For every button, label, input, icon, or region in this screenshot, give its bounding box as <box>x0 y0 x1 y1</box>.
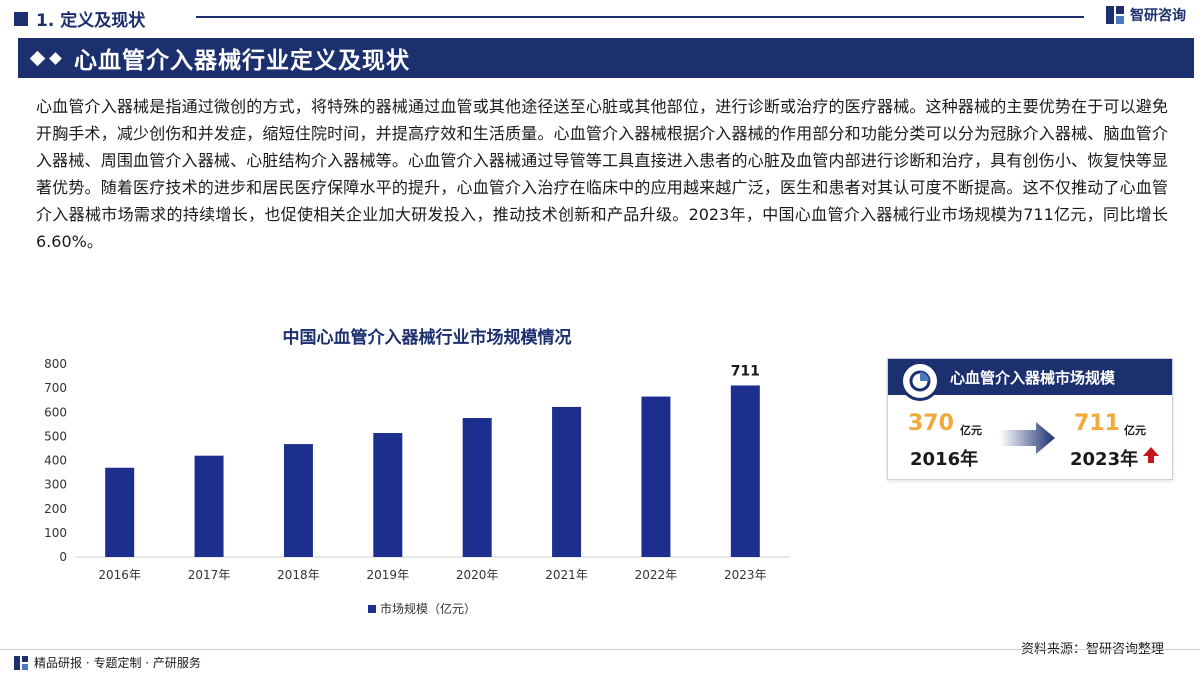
end-unit: 亿元 <box>1124 424 1146 437</box>
intro-paragraph: 心血管介入器械是指通过微创的方式，将特殊的器械通过血管或其他途径送至心脏或其他部… <box>36 97 1168 251</box>
bar-2022年 <box>641 396 671 557</box>
brand-logo-text: 智研咨询 <box>1130 8 1186 24</box>
bar-2023年 <box>730 385 760 557</box>
footer-logo-icon <box>14 655 28 670</box>
chart-title: 中国心血管介入器械行业市场规模情况 <box>282 328 572 348</box>
footer: 精品研报 · 专题定制 · 产研服务 <box>14 654 201 671</box>
legend-swatch <box>368 604 376 613</box>
start-value: 370 <box>908 411 954 436</box>
chart-pie-icon <box>900 361 940 401</box>
y-tick-label: 300 <box>44 478 67 492</box>
square-bullet-icon <box>14 11 28 26</box>
summary-card-title: 心血管介入器械市场规模 <box>950 368 1116 387</box>
y-tick-label: 400 <box>44 454 67 468</box>
end-value: 711 <box>1074 411 1120 436</box>
x-tick-label: 2020年 <box>456 568 499 582</box>
data-label: 711 <box>731 363 760 379</box>
brand-logo: 智研咨询 <box>1105 5 1186 25</box>
top-bar: 1. 定义及现状 智研咨询 <box>0 0 1200 38</box>
y-tick-label: 100 <box>44 526 67 540</box>
bar-2017年 <box>194 455 224 557</box>
title-banner: 心血管介入器械行业定义及现状 <box>18 38 1194 78</box>
bar-2019年 <box>373 432 403 557</box>
diamond-icon <box>29 50 46 66</box>
summary-card: 心血管介入器械市场规模 370 亿元 2016年 711 亿元 2023年 <box>887 358 1173 480</box>
source-note: 资料来源：智研咨询整理 <box>1020 642 1164 657</box>
bar-2021年 <box>552 406 582 557</box>
footer-divider <box>0 649 1200 650</box>
transition-arrow-icon <box>1000 422 1055 454</box>
bar-2020年 <box>462 418 492 557</box>
y-tick-label: 700 <box>44 381 67 395</box>
y-tick-label: 600 <box>44 405 67 419</box>
footer-text: 精品研报 · 专题定制 · 产研服务 <box>34 656 201 670</box>
section-label: 1. 定义及现状 <box>14 6 145 31</box>
bar-2018年 <box>283 444 313 557</box>
y-tick-label: 800 <box>44 357 67 371</box>
x-tick-label: 2018年 <box>277 568 320 582</box>
chart-legend: 市场规模（亿元） <box>368 600 476 617</box>
up-arrow-icon <box>1143 447 1159 463</box>
start-unit: 亿元 <box>960 424 982 437</box>
start-year: 2016年 <box>910 449 979 470</box>
end-year: 2023年 <box>1070 449 1139 470</box>
section-label-text: 1. 定义及现状 <box>36 11 146 31</box>
legend-label: 市场规模（亿元） <box>380 602 477 616</box>
y-tick-label: 500 <box>44 429 67 443</box>
page-title: 心血管介入器械行业定义及现状 <box>74 48 410 74</box>
brand-logo-icon <box>1106 6 1124 24</box>
top-divider <box>196 16 1084 18</box>
x-tick-label: 2017年 <box>188 568 231 582</box>
summary-card-header: 心血管介入器械市场规模 <box>888 359 1172 401</box>
x-tick-label: 2019年 <box>367 568 410 582</box>
x-tick-label: 2023年 <box>724 568 767 582</box>
bar-chart: 0 100 200 300 400 500 600 700 800 2016年 2017年 2018年… <box>44 357 790 582</box>
x-tick-label: 2016年 <box>98 568 141 582</box>
bar-2016年 <box>105 467 135 557</box>
y-tick-label: 0 <box>59 550 67 564</box>
diamond-small-icon <box>49 51 62 65</box>
x-tick-label: 2021年 <box>545 568 588 582</box>
x-tick-label: 2022年 <box>635 568 678 582</box>
y-tick-label: 200 <box>44 502 67 516</box>
